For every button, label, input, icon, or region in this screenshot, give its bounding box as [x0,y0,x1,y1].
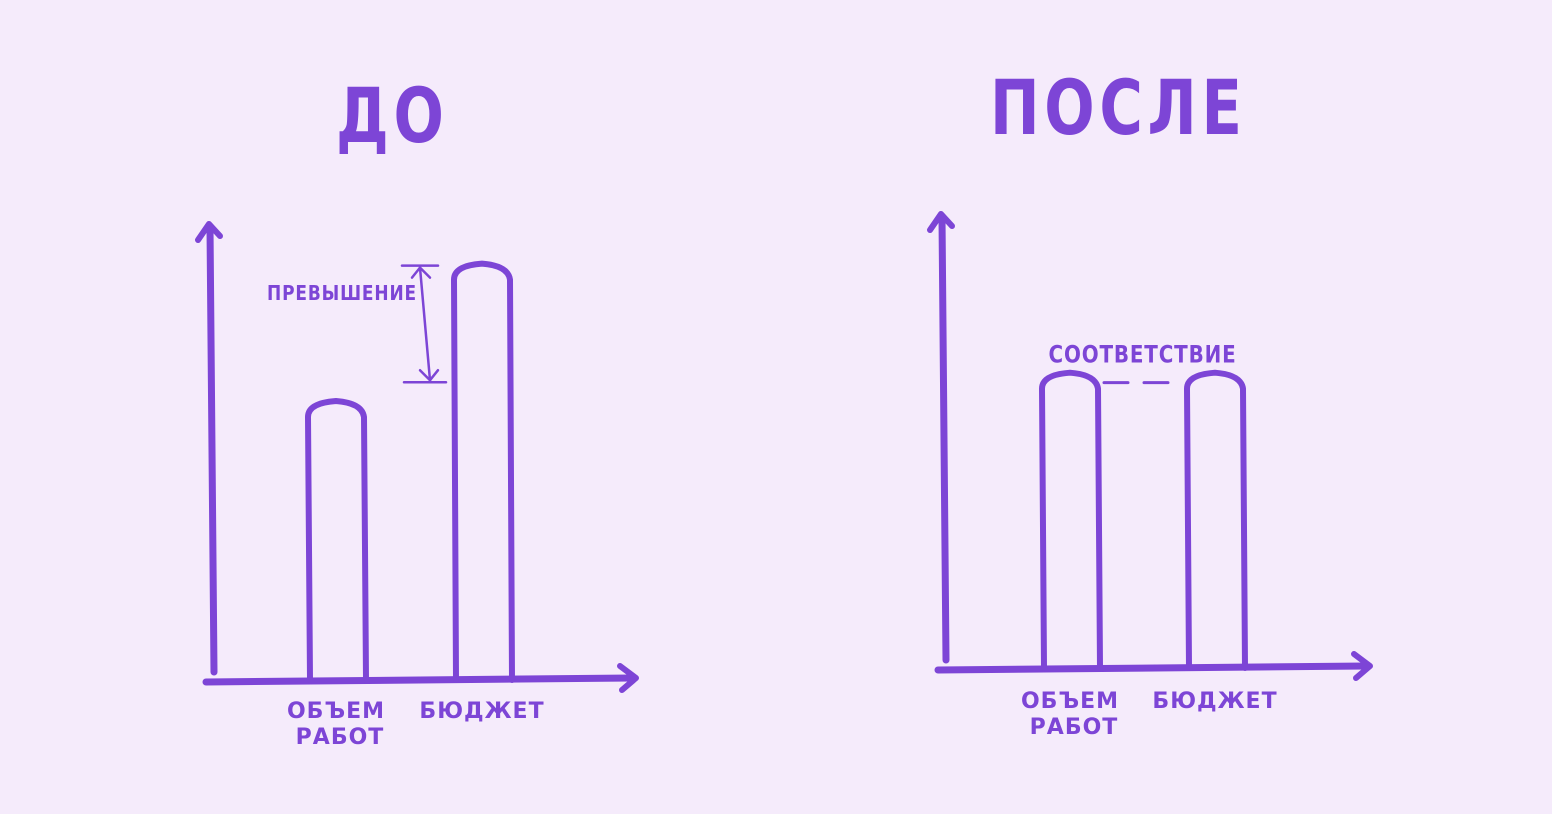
x-axis [202,674,636,686]
bar-budget [1184,369,1248,671]
chart-title-before: ДО [336,71,449,160]
y-axis-arrowhead [195,221,223,243]
excess-arrowhead-up [410,266,432,279]
excess-arrow-line [418,266,432,382]
y-axis [206,224,218,676]
x-axis-arrowhead [617,663,639,693]
chart-before-plot: ОБЪЕМ РАБОТ БЮДЖЕТ ПРЕВЫШЕНИЕ [195,221,639,750]
chart-before: ДО ОБЪЕМ РАБОТ БЮДЖЕТ ПРЕВЫШЕНИЕ [0,0,760,814]
bar-budget [451,260,515,683]
annotation-match: СООТВЕТСТВИЕ [1049,341,1237,369]
x-tick-label-scope: ОБЪЕМ РАБОТ [287,699,385,750]
bar-scope [1039,369,1103,671]
chart-after-plot: ОБЪЕМ РАБОТ БЮДЖЕТ СООТВЕТСТВИЕ [927,211,1373,740]
chart-title-after: ПОСЛЕ [990,63,1247,152]
y-axis [938,214,950,664]
bar-scope [305,398,369,683]
x-axis-arrowhead [1351,651,1373,681]
x-tick-label-budget: БЮДЖЕТ [419,699,544,724]
chart-after: ПОСЛЕ ОБЪЕМ РАБОТ БЮДЖЕТ СООТВЕТСТВИЕ [760,0,1552,814]
x-axis [934,662,1370,674]
x-tick-label-budget: БЮДЖЕТ [1152,689,1277,714]
excess-arrowhead-down [418,368,440,382]
x-tick-label-scope: ОБЪЕМ РАБОТ [1021,689,1119,740]
annotation-excess: ПРЕВЫШЕНИЕ [267,281,417,305]
y-axis-arrowhead [927,211,955,233]
